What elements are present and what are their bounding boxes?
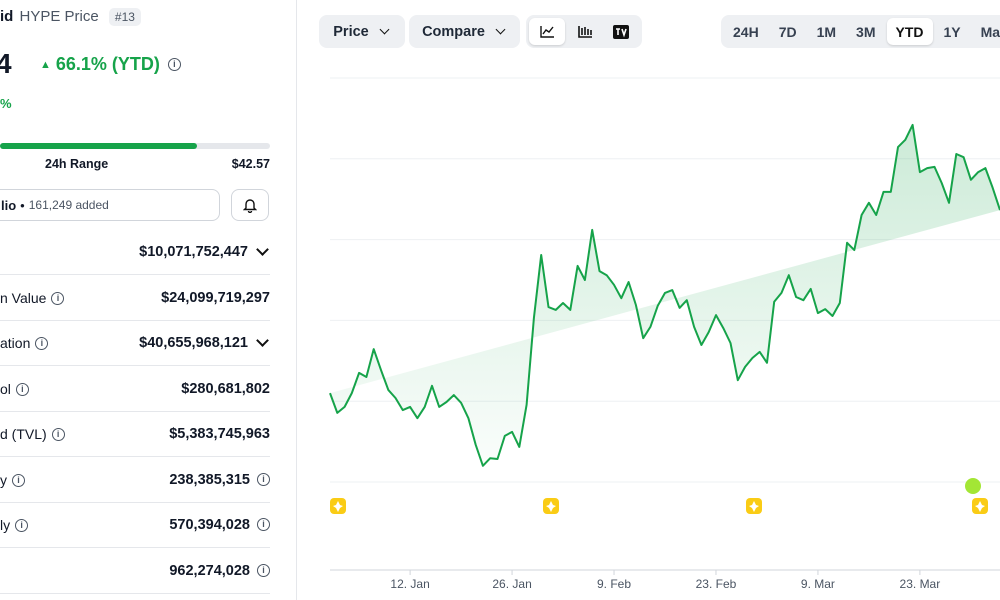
stat-row: n Value i $24,099,719,297 <box>0 275 270 321</box>
stat-label-text: n Value <box>0 289 47 306</box>
range-fill <box>0 143 197 149</box>
tradingview-toggle[interactable] <box>603 18 639 45</box>
x-tick-label: 9. Feb <box>597 577 631 591</box>
x-tick-label: 23. Feb <box>696 577 737 591</box>
portfolio-label: lio <box>1 197 17 213</box>
stat-label-text: ation <box>0 334 31 351</box>
divider <box>296 0 297 600</box>
compare-dropdown[interactable]: Compare <box>409 15 520 48</box>
price-dropdown[interactable]: Price <box>319 15 405 48</box>
stat-value: $24,099,719,297 <box>161 289 270 306</box>
stat-row: y i 238,385,315 i <box>0 457 270 503</box>
range-button[interactable]: 24H <box>733 23 759 40</box>
line-icon <box>539 26 554 38</box>
stat-label-text: d (TVL) <box>0 425 47 442</box>
range-button[interactable]: Ma <box>980 23 1000 40</box>
change-24h: % <box>0 96 12 111</box>
stat-row: $10,071,752,447 <box>0 229 270 275</box>
stat-row: ol i $280,681,802 <box>0 366 270 412</box>
stat-label: ly i <box>0 516 29 533</box>
price-line <box>329 123 1000 467</box>
stat-label-text: y <box>0 471 7 488</box>
portfolio-button[interactable]: lio • 161,249 added <box>0 189 220 221</box>
stat-value: $40,655,968,121 <box>139 334 248 351</box>
stat-row: d (TVL) i $5,383,745,963 <box>0 411 270 457</box>
coin-header: id HYPE Price #13 <box>0 8 141 26</box>
chart-type-group <box>526 15 642 48</box>
stat-value: 962,274,028 <box>169 562 250 579</box>
stat-label-text: ly <box>0 516 11 533</box>
range-button[interactable]: 1Y <box>943 23 961 40</box>
stat-row: ly i 570,394,028 i <box>0 502 270 548</box>
stat-label-text: ol <box>0 380 11 397</box>
event-star <box>546 501 556 512</box>
stat-row: 962,274,028 i <box>0 548 270 594</box>
range-label: 24h Range <box>45 157 109 171</box>
range-group: 24H 7D 1M 3M YTD 1Y Ma <box>721 15 1000 48</box>
up-arrow: ▲ <box>40 58 51 71</box>
range-button[interactable]: YTD <box>886 18 933 45</box>
price: 4 <box>0 48 12 79</box>
coin-symbol: HYPE Price <box>19 8 99 25</box>
price-label: Price <box>333 23 369 40</box>
stat-value: 570,394,028 <box>169 516 250 533</box>
stat-label: ol i <box>0 381 29 397</box>
x-tick-label: 23. Mar <box>900 577 941 591</box>
event-star <box>333 501 343 512</box>
candle-icon <box>577 26 592 38</box>
bell-icon <box>243 198 257 213</box>
range-bar <box>0 143 270 149</box>
stat-value: $280,681,802 <box>181 380 270 397</box>
range-button[interactable]: 1M <box>816 23 837 40</box>
news-icon <box>965 478 981 494</box>
range-high: $42.57 <box>231 157 270 171</box>
range-button[interactable]: 7D <box>778 23 797 40</box>
compare-label: Compare <box>422 23 485 40</box>
coin-rank: #13 <box>108 8 141 26</box>
info-icon: i <box>167 58 181 71</box>
alert-button[interactable] <box>231 189 269 221</box>
stat-label: d (TVL) i <box>0 426 65 442</box>
candle-chart-toggle[interactable] <box>567 18 603 45</box>
line-chart-toggle[interactable] <box>529 18 565 45</box>
range-button[interactable]: 3M <box>856 23 876 40</box>
portfolio-added: 161,249 added <box>28 198 109 212</box>
price-area <box>330 124 1000 466</box>
stat-value: 238,385,315 <box>169 471 250 488</box>
stat-row: ation i $40,655,968,121 <box>0 320 270 366</box>
change-text: 66.1% (YTD) <box>55 54 160 74</box>
x-tick-label: 26. Jan <box>492 577 531 591</box>
stat-label: ation i <box>0 334 49 351</box>
x-tick-label: 9. Mar <box>801 577 835 591</box>
x-tick-label: 12. Jan <box>390 577 429 591</box>
coin-name: id <box>0 8 14 25</box>
stat-value: $10,071,752,447 <box>139 243 248 260</box>
price-change: ▲ 66.1% (YTD) i <box>40 54 181 75</box>
event-star <box>749 501 759 512</box>
stat-value: $5,383,745,963 <box>169 425 270 442</box>
tv-icon <box>613 24 629 39</box>
stat-label: n Value i <box>0 289 65 306</box>
event-star <box>975 501 985 512</box>
